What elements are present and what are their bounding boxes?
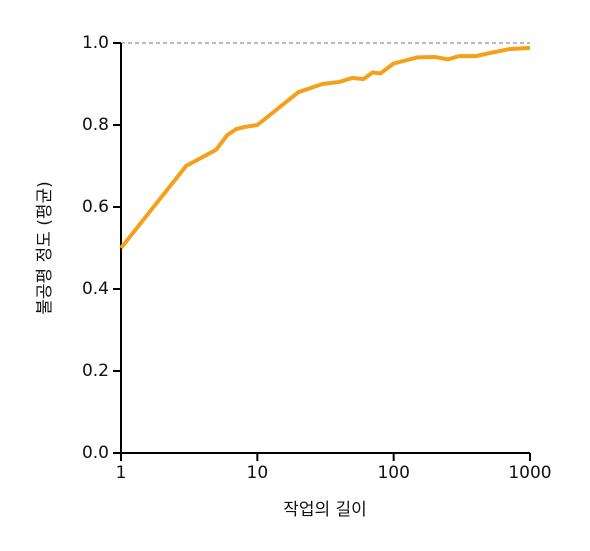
y-axis-label: 불공평 정도 (평균) (35, 181, 55, 315)
y-tick-label: 0.6 (82, 197, 109, 217)
x-tick-label: 100 (377, 463, 409, 483)
x-axis-label: 작업의 길이 (283, 500, 367, 520)
x-tick-label: 1 (116, 463, 127, 483)
y-tick-label: 0.0 (82, 443, 109, 463)
x-tick-label: 10 (247, 463, 269, 483)
y-tick-label: 0.4 (82, 279, 109, 299)
data-line (119, 45, 531, 250)
y-tick-label: 1.0 (82, 33, 109, 53)
x-tick-label: 1000 (508, 463, 551, 483)
y-tick-label: 0.2 (82, 361, 109, 381)
y-tick-label: 0.8 (82, 115, 109, 135)
